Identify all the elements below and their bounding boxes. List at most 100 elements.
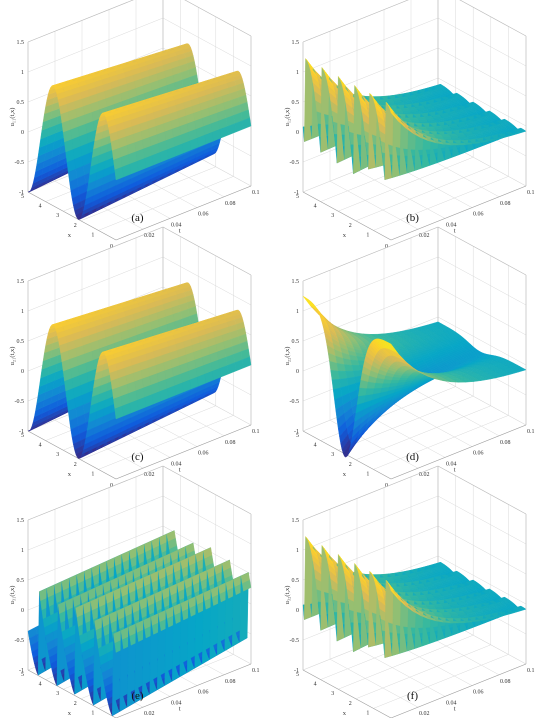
z-tick-label: -1 [294,190,299,196]
grid-line [338,395,474,451]
z-tick-label: 1 [21,70,24,76]
surface-plot-d: -1-0.500.511.51234500.020.040.060.080.1x… [284,226,535,489]
t-axis-line [390,424,527,480]
z-tick-label: 1.5 [17,40,25,46]
t-tick-label: 0.04 [446,222,457,228]
x-tick-label: 3 [56,213,59,219]
t-tick-label: 0.06 [198,212,209,218]
grid-line [302,0,409,43]
grid-line [98,176,234,231]
box-edge [459,0,527,37]
x-tick-label: 5 [296,194,299,200]
surface-patch [516,130,527,134]
grid-line [80,166,216,222]
x-tick-label: 2 [349,223,352,229]
grid-line [329,180,419,230]
caption-a: (a) [131,212,144,224]
t-tick-label: 0.1 [252,190,260,196]
x-tick-label: 3 [331,213,334,219]
t-tick-label: 0.04 [171,461,182,467]
surface-patch [242,356,252,369]
panel-a: -1 -0.5 0 0.5 1 1.5 1 2 3 4 5 0 0.02 0.04 0.06 0.08 0.1 x… [0,0,275,250]
z-tick-label: 1.5 [292,40,300,46]
panel-c: -1 -0.5 0 0.5 1 1.5 1 2 3 4 5 0 0.02 0.04 0.06 0.08 0.1 x… [0,226,275,489]
z-tick-label: -0.5 [15,160,25,166]
grid-line [27,0,134,43]
t-tick-label: 0.1 [527,190,535,196]
z-tick-label: -0.5 [15,399,25,405]
grid-line [437,17,527,67]
t-tick-label: 0.08 [500,201,511,207]
box-edge [27,0,134,43]
panel-b: -1 -0.5 0 0.5 1 1.5 1 2 3 4 5 0 0.02 0.04 0.06 0.08 0.1 x… [275,0,550,250]
z-tick-label: 0 [296,130,299,136]
caption-b: (b) [406,212,419,224]
grid-line [27,17,164,73]
x-tick-label: 1 [91,232,94,238]
x-axis-label: x [68,471,72,478]
grid-line [373,176,509,231]
t-tick-label: 0 [110,244,113,250]
t-axis-label: t [179,228,181,235]
grid-line [338,156,474,212]
z-tick-label: 0.5 [292,100,300,106]
z-tick-label: 1 [21,309,24,315]
x-tick-label: 5 [21,194,24,200]
surface [302,57,527,180]
x-tick-label: 1 [366,232,369,238]
grid-line [437,77,527,127]
box-edge [184,0,252,37]
x-tick-label: 2 [74,462,77,468]
z-tick-label: -1 [19,190,24,196]
z-tick-label: -1 [19,429,24,435]
t-tick-label: 0.08 [225,201,236,207]
grid-line [355,166,491,222]
grid-line [437,286,527,336]
z-tick-label: -0.5 [290,160,300,166]
t-tick-label: 0.1 [252,429,260,435]
z-tick-label: 1 [296,70,299,76]
grid-line [437,256,527,306]
x-axis-line [27,430,117,480]
surface [27,43,252,220]
grid-line [302,256,439,312]
box-edge [437,226,527,276]
x-axis-label: x [68,232,72,239]
grid-line [459,0,527,37]
panel-d: -1 -0.5 0 0.5 1 1.5 1 2 3 4 5 0 0.02 0.04 0.06 0.08 0.1 x… [275,226,550,489]
t-axis-label: t [454,228,456,235]
grid-line [162,256,252,306]
t-tick-label: 0.02 [144,233,155,239]
caption-c: (c) [131,451,144,463]
surface-patch [337,370,348,380]
x-axis-line [302,191,392,241]
grid-line [437,376,527,426]
t-axis-line [115,424,252,480]
grid-line [356,170,446,219]
grid-line [27,256,164,312]
t-tick-label: 0.04 [171,222,182,228]
grid-line [383,398,473,447]
t-tick-label: 0.02 [419,233,430,239]
x-tick-label: 5 [21,433,24,439]
t-tick-label: 0.06 [473,212,484,218]
grid-line [373,415,509,470]
grid-line [80,405,216,461]
grid-line [355,405,491,461]
grid-line [410,387,500,437]
grid-line [437,47,527,97]
x-tick-label: 2 [74,223,77,229]
grid-line [437,316,527,366]
surface-plot-c: -1-0.500.511.51234500.020.040.060.080.1x… [9,226,260,489]
surface-patch [456,143,467,146]
x-tick-label: 3 [56,452,59,458]
t-tick-label: 0.06 [198,451,209,457]
surface-patch [242,117,252,130]
surface-plot-b: -1-0.500.511.51234500.020.040.060.080.1x… [284,0,535,250]
t-tick-label: 0.02 [144,472,155,478]
surface [27,282,252,459]
x-tick-label: 4 [39,204,42,210]
